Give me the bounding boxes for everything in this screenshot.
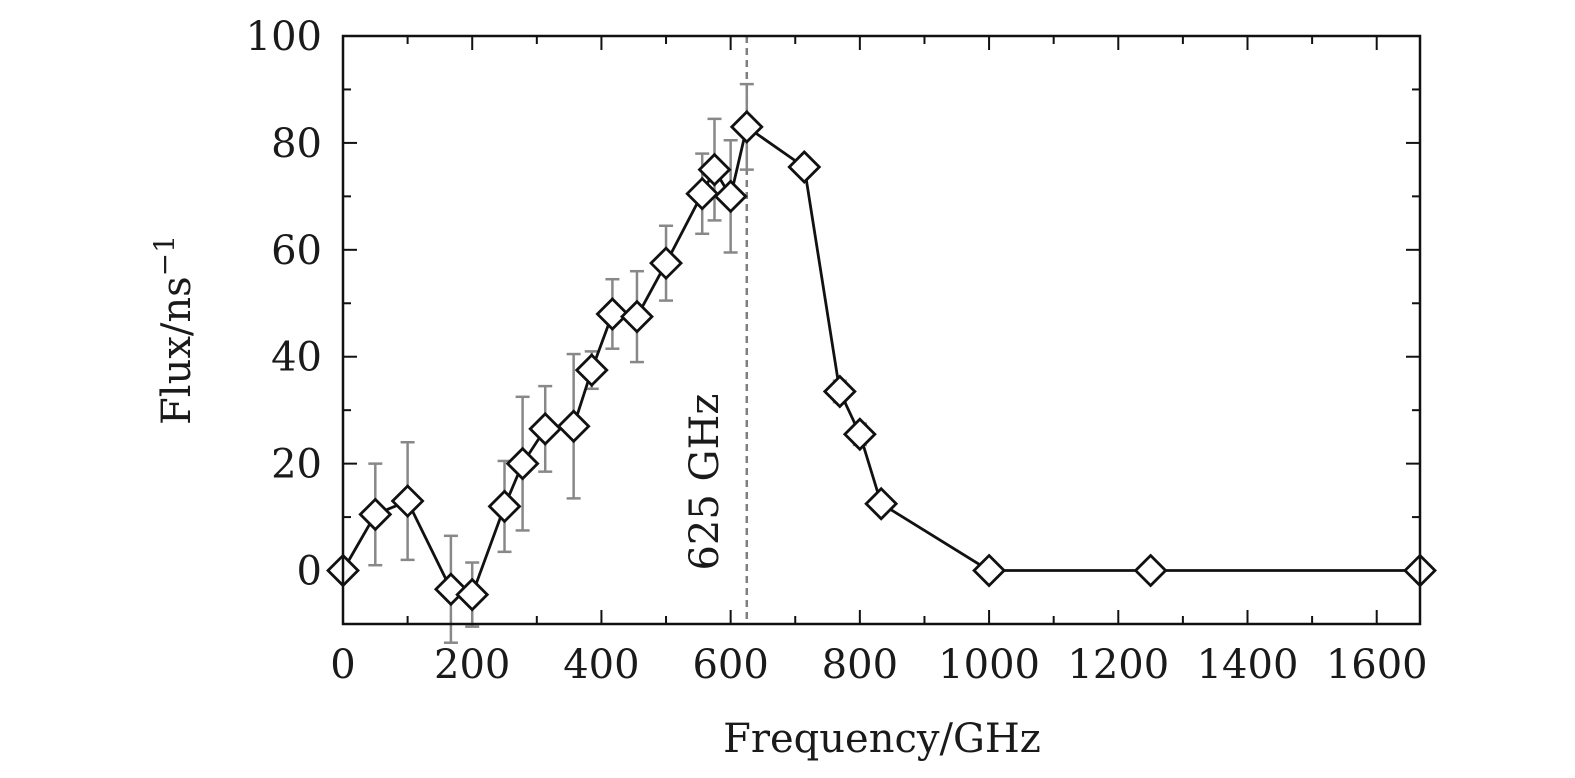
data-point	[864, 486, 899, 521]
x-tick-label: 1400	[1197, 642, 1299, 688]
data-point	[433, 572, 468, 607]
data-point	[595, 296, 630, 331]
x-axis-title: Frequency/GHz	[723, 716, 1041, 762]
data-point	[528, 411, 563, 446]
y-axis-title: Flux/ns−1	[148, 235, 200, 425]
x-tick-label: 1200	[1067, 642, 1169, 688]
data-point	[487, 489, 522, 524]
y-axis-title-exponent: −1	[148, 235, 181, 276]
x-tick-label: 0	[330, 642, 355, 688]
data-point	[574, 353, 609, 388]
data-point	[685, 176, 720, 211]
data-point	[842, 417, 877, 452]
x-tick-label: 1000	[938, 642, 1040, 688]
plot-frame	[341, 34, 1422, 626]
x-tick-label: 400	[563, 642, 639, 688]
y-tick-label: 100	[246, 14, 322, 60]
tick-labels: 0 200 400 600 800 1000 1200 1400 1600 0 20 40 60 80 10…	[246, 14, 1428, 688]
data-point	[697, 152, 732, 187]
y-tick-label: 20	[271, 442, 322, 488]
y-tick-label: 40	[271, 335, 322, 381]
x-tick-label: 600	[692, 642, 768, 688]
data-point	[822, 374, 857, 409]
data-point	[556, 409, 591, 444]
data-point	[358, 497, 393, 532]
axis-ticks	[342, 35, 1420, 624]
data-point	[505, 446, 540, 481]
y-tick-label: 80	[271, 121, 322, 167]
data-point	[649, 246, 684, 281]
data-point	[619, 299, 654, 334]
reference-line-label: 625 GHz	[682, 394, 728, 571]
data-point	[713, 179, 748, 214]
data-point	[390, 484, 425, 519]
y-tick-label: 0	[297, 549, 322, 595]
x-tick-label: 1600	[1326, 642, 1428, 688]
y-axis-title-main: Flux/ns	[154, 276, 200, 425]
data-point	[787, 149, 822, 184]
y-tick-label: 60	[271, 228, 322, 274]
data-point	[729, 109, 764, 144]
data-point	[1133, 553, 1168, 588]
data-point	[455, 577, 490, 612]
x-tick-label: 200	[434, 642, 510, 688]
x-tick-label: 800	[822, 642, 898, 688]
data-point	[972, 553, 1007, 588]
